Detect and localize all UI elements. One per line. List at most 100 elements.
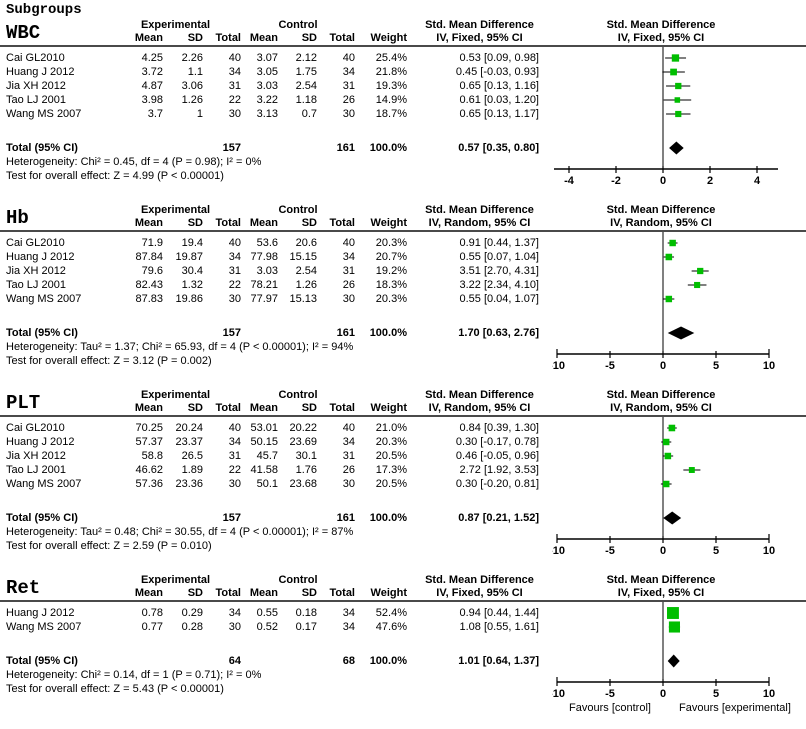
total-smd-ci: 0.57 [0.35, 0.80] (458, 142, 539, 154)
study-label: Wang MS 2007 (6, 108, 82, 120)
exp-sd: 3.06 (181, 80, 203, 92)
study-rows: Cai GL2010 70.25 20.24 40 53.01 20.22 40 21.0% 0… (0, 417, 806, 525)
exp-mean: 87.83 (135, 293, 163, 305)
smd-column-header: Std. Mean Difference (425, 389, 534, 401)
experimental-group-header: Experimental (140, 574, 211, 586)
smd-ci-value: 0.55 [0.04, 1.07] (459, 293, 539, 305)
control-group-header: Control (278, 19, 318, 31)
ctrl-mean: 3.07 (256, 52, 278, 64)
ctrl-total-header: Total (329, 32, 355, 44)
exp-total: 22 (228, 464, 241, 476)
ctrl-sd: 15.15 (289, 251, 317, 263)
exp-mean: 71.9 (141, 237, 163, 249)
control-group-header: Control (278, 389, 318, 401)
spacer-cell (355, 389, 407, 402)
spacer-cell (355, 204, 407, 217)
total-weight: 100.0% (369, 327, 407, 339)
ctrl-total-header: Total (329, 587, 355, 599)
ctrl-mean-header: Mean (249, 402, 278, 414)
study-row: Huang J 2012 57.37 23.37 34 50.15 23.69 34 20.3… (0, 435, 806, 449)
spacer-cell (241, 511, 278, 525)
study-row: Tao LJ 2001 82.43 1.32 22 78.21 1.26 26 18.3% 3.… (0, 278, 806, 292)
total-ctrl-n: 161 (336, 327, 355, 339)
study-row: Huang J 2012 3.72 1.1 34 3.05 1.75 34 21.8% 0.45… (0, 65, 806, 79)
method-header: IV, Random, 95% CI (428, 217, 531, 229)
study-label: Huang J 2012 (6, 436, 75, 448)
overall-effect-note: Test for overall effect: Z = 5.43 (P < 0… (6, 683, 224, 695)
total-exp-n: 157 (222, 512, 241, 524)
exp-sd: 30.4 (181, 265, 203, 277)
overall-effect-note: Test for overall effect: Z = 3.12 (P = 0… (6, 355, 212, 367)
study-row: Huang J 2012 0.78 0.29 34 0.55 0.18 34 52.4% 0.9… (0, 606, 806, 620)
total-row: Total (95% CI) 157 161 100.0% 0.57 [0.35, 0.… (0, 141, 806, 155)
exp-sd: 2.26 (181, 52, 203, 64)
ctrl-sd: 23.69 (289, 436, 317, 448)
ctrl-mean: 50.1 (256, 478, 278, 490)
ctrl-mean-header: Mean (249, 32, 278, 44)
exp-total: 30 (228, 621, 241, 633)
subgroup-title: PLT (6, 393, 45, 414)
weight-header: Weight (370, 32, 407, 44)
ctrl-mean: 3.03 (256, 80, 278, 92)
spacer-cell (355, 19, 407, 32)
ctrl-total: 26 (342, 279, 355, 291)
exp-total: 31 (228, 450, 241, 462)
spacer-cell (278, 141, 317, 155)
column-header-row: Mean SD Total Mean SD Total Weight IV, Fixed, 9… (0, 32, 806, 47)
study-row: Jia XH 2012 4.87 3.06 31 3.03 2.54 31 19.3% 0.65… (0, 79, 806, 93)
page-title: Subgroups (6, 2, 82, 18)
ctrl-total: 31 (342, 265, 355, 277)
ctrl-sd: 1.75 (295, 66, 317, 78)
weight-value: 47.6% (375, 621, 407, 633)
spacer-row (0, 491, 806, 511)
study-label: Huang J 2012 (6, 607, 75, 619)
smd-column-header: Std. Mean Difference (425, 19, 534, 31)
study-label: Tao LJ 2001 (6, 464, 66, 476)
ctrl-total: 31 (342, 450, 355, 462)
ctrl-mean: 41.58 (250, 464, 278, 476)
study-row: Huang J 2012 87.84 19.87 34 77.98 15.15 34 20.7… (0, 250, 806, 264)
exp-mean: 0.77 (141, 621, 163, 633)
ctrl-mean: 0.52 (256, 621, 278, 633)
exp-total: 31 (228, 80, 241, 92)
exp-mean: 57.36 (135, 478, 163, 490)
ctrl-sd-header: SD (301, 32, 317, 44)
study-label: Huang J 2012 (6, 251, 75, 263)
ctrl-mean: 3.05 (256, 66, 278, 78)
total-weight: 100.0% (369, 142, 407, 154)
spacer-cell (241, 141, 278, 155)
spacer-cell (163, 326, 203, 340)
total-row: Total (95% CI) 157 161 100.0% 0.87 [0.21, 1.… (0, 511, 806, 525)
experimental-group-header: Experimental (140, 389, 211, 401)
study-row: Cai GL2010 4.25 2.26 40 3.07 2.12 40 25.4% 0.53 … (0, 51, 806, 65)
exp-mean: 4.87 (141, 80, 163, 92)
exp-sd: 19.86 (175, 293, 203, 305)
exp-total: 34 (228, 436, 241, 448)
weight-header: Weight (370, 217, 407, 229)
exp-sd: 26.5 (181, 450, 203, 462)
ctrl-sd: 20.6 (295, 237, 317, 249)
exp-total: 30 (228, 293, 241, 305)
experimental-group-header: Experimental (140, 19, 211, 31)
spacer-cell (278, 326, 317, 340)
subgroup-section-hb: Experimental Control Std. Mean Difference S… (0, 204, 806, 373)
smd-ci-value: 0.65 [0.13, 1.16] (459, 80, 539, 92)
spacer-cell (241, 654, 278, 668)
exp-total: 30 (228, 108, 241, 120)
ctrl-sd: 0.18 (295, 607, 317, 619)
ctrl-mean: 3.03 (256, 265, 278, 277)
ctrl-sd-header: SD (301, 402, 317, 414)
ctrl-total: 31 (342, 80, 355, 92)
total-weight: 100.0% (369, 655, 407, 667)
study-row: Jia XH 2012 58.8 26.5 31 45.7 30.1 31 20.5% 0.46… (0, 449, 806, 463)
subgroup-title: Hb (6, 208, 33, 229)
column-header-row: Mean SD Total Mean SD Total Weight IV, Random, … (0, 402, 806, 417)
exp-mean: 0.78 (141, 607, 163, 619)
ctrl-total: 30 (342, 108, 355, 120)
weight-value: 20.7% (375, 251, 407, 263)
column-header-row: Mean SD Total Mean SD Total Weight IV, Fixed, 9… (0, 587, 806, 602)
weight-value: 14.9% (375, 94, 407, 106)
spacer-cell (163, 141, 203, 155)
total-row: Total (95% CI) 64 68 100.0% 1.01 [0.64, 1.37… (0, 654, 806, 668)
ctrl-sd: 30.1 (295, 450, 317, 462)
